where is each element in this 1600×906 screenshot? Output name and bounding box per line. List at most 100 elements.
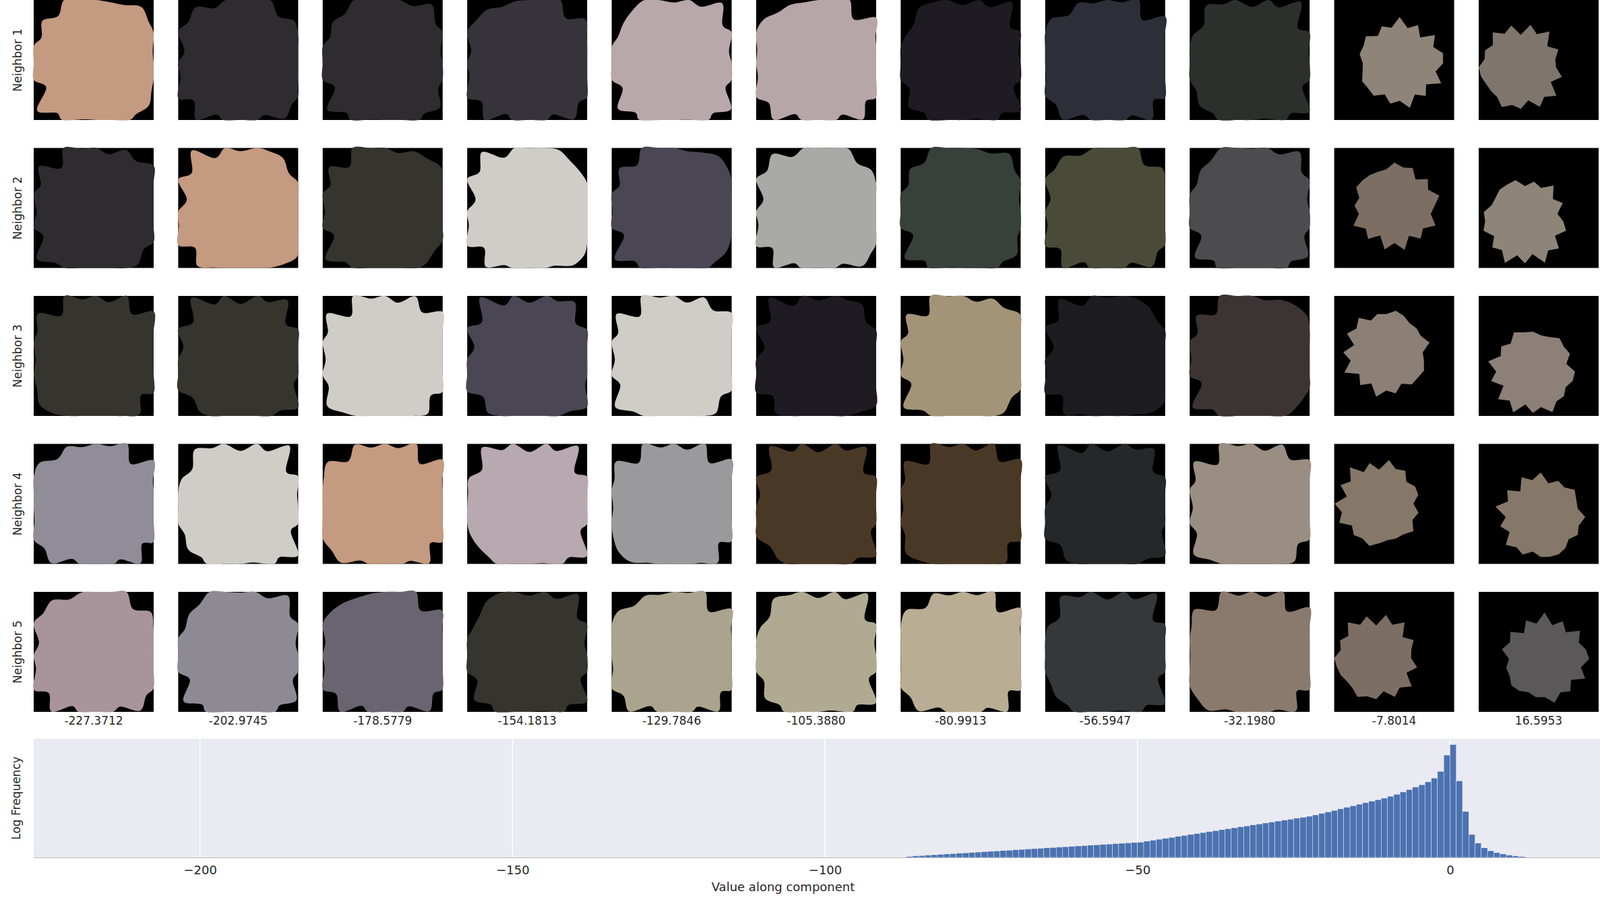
histogram-bar xyxy=(1368,801,1375,858)
column-label: -105.3880 xyxy=(786,713,846,728)
histogram-bar xyxy=(1105,843,1113,858)
image-patch xyxy=(33,146,156,269)
image-patch xyxy=(322,590,444,713)
histogram-bar xyxy=(1268,821,1275,858)
histogram-bar xyxy=(1099,844,1106,858)
histogram-bar xyxy=(1399,791,1406,858)
image-patch xyxy=(1043,295,1166,416)
histogram-bar xyxy=(987,851,994,858)
histogram-bar xyxy=(1118,843,1125,858)
image-patch xyxy=(1495,472,1586,557)
histogram-bar xyxy=(1025,849,1032,858)
image-patch-background xyxy=(1478,0,1599,120)
image-patch xyxy=(1188,294,1311,417)
image-patch xyxy=(322,443,445,565)
image-patch-background xyxy=(756,148,877,269)
histogram-bar xyxy=(1462,811,1469,858)
image-patch xyxy=(321,0,443,121)
histogram-bar xyxy=(1043,847,1051,858)
histogram-bar xyxy=(1412,787,1419,858)
histogram-bar xyxy=(1475,843,1482,858)
histogram-bar xyxy=(1424,781,1431,858)
image-patch xyxy=(1189,442,1311,565)
histogram-bar xyxy=(1218,829,1225,858)
column-label: -202.9745 xyxy=(208,713,268,728)
histogram-bar xyxy=(1331,810,1338,858)
image-patch xyxy=(755,0,878,121)
image-patch xyxy=(899,591,1022,713)
image-patch xyxy=(1044,591,1166,713)
image-patch xyxy=(466,147,588,269)
histogram-bar xyxy=(1081,845,1088,858)
image-patch xyxy=(899,146,1022,269)
x-tick: −100 xyxy=(808,857,842,877)
histogram-bar xyxy=(937,853,944,858)
histogram-bar xyxy=(1130,842,1137,858)
image-patch xyxy=(611,590,734,712)
image-patch xyxy=(322,146,443,269)
row-label: Neighbor 1 xyxy=(10,28,25,92)
histogram-bar xyxy=(1006,849,1013,858)
x-tick-label: −100 xyxy=(808,862,842,877)
histogram-bar xyxy=(981,851,988,858)
image-patch-background xyxy=(1334,148,1455,269)
image-patch-background xyxy=(1334,295,1455,416)
image-patch xyxy=(177,443,300,565)
histogram-bar xyxy=(1112,843,1119,858)
histogram-bar xyxy=(1050,847,1057,858)
histogram-bar xyxy=(1137,841,1144,858)
image-patch xyxy=(466,591,588,713)
image-patch xyxy=(610,0,732,121)
image-patch xyxy=(611,146,732,269)
x-tick-label: −200 xyxy=(183,862,217,877)
x-axis-title: Value along component xyxy=(711,879,856,894)
image-patch xyxy=(1044,146,1166,269)
histogram: −200−150−100−500Value along componentLog… xyxy=(9,738,1600,894)
histogram-bar xyxy=(1300,816,1307,858)
histogram-bar xyxy=(1124,842,1131,858)
histogram-bar xyxy=(1262,822,1269,858)
image-patch-background xyxy=(1334,591,1455,712)
image-patch-background xyxy=(1189,0,1310,120)
histogram-bar xyxy=(912,855,919,858)
histogram-bar xyxy=(1062,846,1069,858)
image-patch xyxy=(177,591,299,713)
histogram-bar xyxy=(1512,855,1519,858)
histogram-bar xyxy=(1087,845,1094,858)
histogram-bar xyxy=(924,855,931,858)
histogram-bar xyxy=(1074,845,1082,858)
histogram-bar xyxy=(1380,797,1388,858)
x-axis: −200−150−100−500 xyxy=(34,857,1600,877)
histogram-bar xyxy=(1181,835,1188,858)
histogram-bar xyxy=(1281,820,1288,858)
image-patch xyxy=(611,294,733,416)
histogram-bar xyxy=(943,853,950,858)
histogram-bar xyxy=(1349,805,1357,858)
histogram-bar xyxy=(950,853,957,858)
row-label: Neighbor 5 xyxy=(10,620,25,684)
column-label: 16.5953 xyxy=(1515,713,1563,728)
histogram-bar xyxy=(1093,844,1100,858)
histogram-bar xyxy=(1031,848,1038,858)
histogram-bar xyxy=(906,856,913,858)
x-tick-label: 0 xyxy=(1446,862,1454,877)
image-patch xyxy=(755,591,877,713)
histogram-bar xyxy=(1518,856,1525,858)
histogram-bar xyxy=(1068,846,1075,858)
histogram-bar xyxy=(1393,793,1400,858)
grid-line xyxy=(824,738,826,858)
image-patch xyxy=(33,0,155,121)
histogram-bar xyxy=(1500,853,1507,858)
histogram-bar xyxy=(1250,824,1257,858)
image-patch xyxy=(1478,24,1563,110)
figure: Neighbor 1Neighbor 2Neighbor 3Neighbor 4… xyxy=(0,0,1600,906)
image-patch xyxy=(467,443,589,565)
image-patch-background xyxy=(900,0,1021,120)
column-label: -80.9913 xyxy=(934,713,987,728)
histogram-bar xyxy=(1306,816,1313,858)
histogram-bar xyxy=(1012,849,1019,858)
x-tick: 0 xyxy=(1446,857,1454,877)
plot-background xyxy=(33,738,1600,858)
image-patch xyxy=(1044,0,1167,121)
grid-line xyxy=(512,738,514,858)
